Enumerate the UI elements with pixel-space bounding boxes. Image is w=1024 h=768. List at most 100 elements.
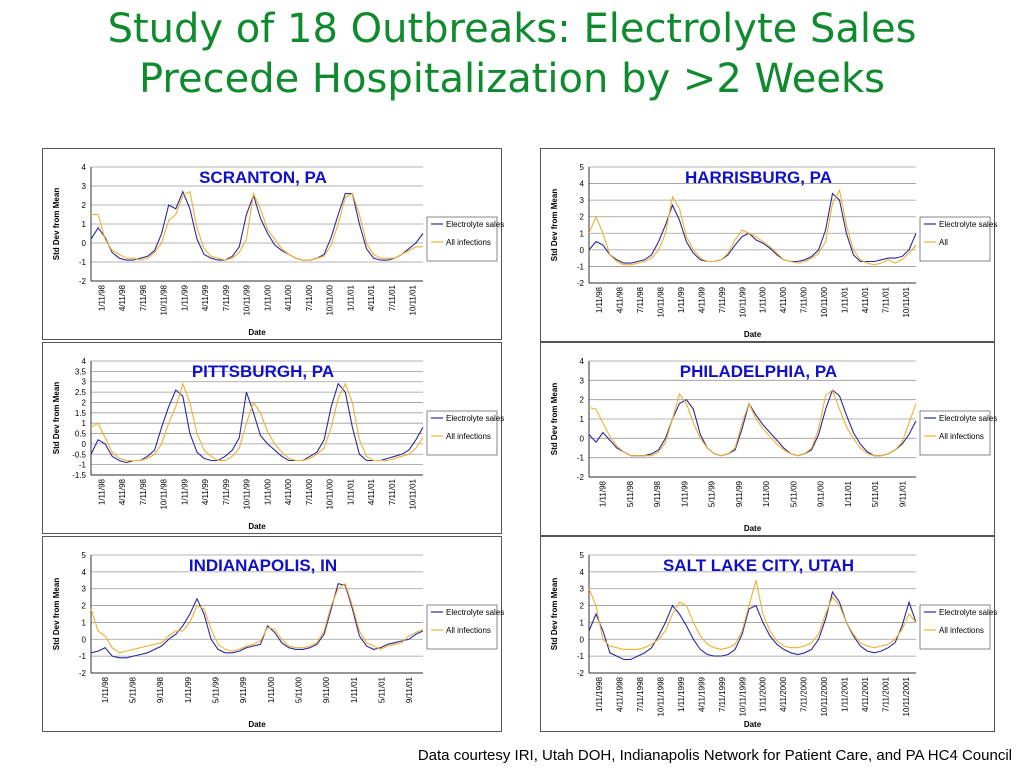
- x-tick-label: 10/11/2001: [902, 676, 911, 716]
- x-tick-label: 7/11/2001: [881, 676, 890, 712]
- y-tick-label: 0.5: [75, 430, 87, 439]
- y-tick-label: 5: [82, 551, 87, 560]
- chart-svg: -2 -1 0 1 2 3 4 1/11/98 5/11/98 9/11/98 1/11/99 5/1…: [550, 357, 997, 533]
- x-tick-label: 10/11/00: [820, 286, 829, 317]
- x-tick-label: 10/11/98: [160, 478, 169, 509]
- chart-panel-philadelphia: -2 -1 0 1 2 3 4 1/11/98 5/11/98 9/11/98 1/11/99 5/1…: [540, 342, 997, 536]
- x-tick-label: 7/11/01: [881, 286, 890, 313]
- x-tick-label: 1/11/00: [267, 676, 276, 703]
- x-tick-label: 7/11/98: [139, 478, 148, 505]
- y-tick-label: 2: [82, 398, 87, 407]
- chart-panel-pittsburgh: -1.5 -1 -0.5 0 0.5 1 1.5 2 2.5 3 3.5 4 1/11/98 4/11/9…: [42, 342, 504, 534]
- y-tick-label: 0: [580, 635, 585, 644]
- y-tick-label: 3: [82, 182, 87, 191]
- x-tick-label: 4/11/2001: [861, 676, 870, 712]
- x-tick-label: 4/11/1999: [697, 676, 706, 712]
- y-tick-label: 1.5: [75, 409, 87, 418]
- series-line-electrolyte-sales: [90, 190, 424, 261]
- x-tick-label: 1/11/98: [97, 478, 106, 505]
- y-tick-label: 2: [82, 201, 87, 210]
- x-tick-label: 4/11/00: [284, 478, 293, 505]
- x-axis-label: Date: [744, 720, 762, 729]
- x-tick-label: 9/11/99: [735, 480, 744, 507]
- series-line-all-infections: [90, 382, 424, 462]
- y-axis-label: Std Dev from Mean: [550, 578, 559, 651]
- y-tick-label: 2.5: [75, 388, 87, 397]
- x-tick-label: 7/11/99: [222, 478, 231, 505]
- x-tick-label: 1/11/98: [599, 480, 608, 507]
- x-tick-label: 7/11/99: [222, 284, 231, 311]
- legend-label: All infections: [446, 626, 491, 635]
- y-tick-label: 4: [82, 357, 87, 366]
- chart-svg: -2 -1 0 1 2 3 4 5 1/11/98 5/11/98 9/11/98 1/11/99 5/…: [52, 551, 504, 729]
- series-line-electrolyte-sales: [90, 382, 424, 464]
- y-tick-label: 4: [82, 568, 87, 577]
- legend-label: All infections: [446, 238, 491, 247]
- x-axis-label: Date: [744, 524, 762, 533]
- x-tick-label: 5/11/00: [295, 676, 304, 703]
- x-tick-label: 5/11/00: [789, 480, 798, 507]
- slide-title: Study of 18 Outbreaks: Electrolyte Sales…: [0, 4, 1024, 104]
- x-tick-label: 4/11/01: [861, 286, 870, 313]
- y-tick-label: -1: [577, 262, 585, 271]
- x-tick-label: 1/11/98: [97, 284, 106, 311]
- chart-title: HARRISBURG, PA: [685, 168, 832, 187]
- x-tick-label: 10/11/01: [902, 286, 911, 317]
- x-tick-label: 5/11/99: [708, 480, 717, 507]
- x-tick-label: 1/11/01: [346, 478, 355, 505]
- x-tick-label: 10/11/99: [738, 286, 747, 317]
- x-tick-label: 4/11/98: [118, 478, 127, 505]
- x-tick-label: 4/11/99: [697, 286, 706, 313]
- x-tick-label: 1/11/00: [762, 480, 771, 507]
- x-tick-label: 4/11/1998: [616, 676, 625, 712]
- x-tick-label: 10/11/01: [409, 284, 418, 315]
- y-tick-label: 1: [580, 229, 585, 238]
- y-tick-label: 0: [580, 434, 585, 443]
- series-line-electrolyte-sales: [588, 590, 917, 661]
- x-tick-label: 5/11/98: [129, 676, 138, 703]
- series-line-electrolyte-sales: [90, 583, 424, 659]
- y-tick-label: 3.5: [75, 367, 87, 376]
- x-tick-label: 5/11/01: [378, 676, 387, 703]
- x-tick-label: 7/11/98: [636, 286, 645, 313]
- slide-title-line-2: Precede Hospitalization by >2 Weeks: [139, 56, 885, 102]
- series-line-all-infections: [91, 190, 423, 261]
- y-tick-label: 3: [580, 376, 585, 385]
- y-tick-label: -1: [79, 652, 87, 661]
- y-tick-label: 5: [580, 551, 585, 560]
- legend-label: All: [939, 238, 948, 247]
- x-tick-label: 1/11/00: [263, 284, 272, 311]
- x-tick-label: 7/11/00: [800, 286, 809, 313]
- x-tick-label: 1/11/1999: [677, 676, 686, 712]
- x-tick-label: 1/11/99: [180, 478, 189, 505]
- x-tick-label: 7/11/01: [388, 478, 397, 505]
- y-tick-label: -1: [577, 454, 585, 463]
- y-tick-label: -2: [79, 277, 87, 286]
- x-tick-label: 9/11/00: [322, 676, 331, 703]
- y-axis-label: Std Dev from Mean: [52, 578, 61, 651]
- y-tick-label: -1: [577, 652, 585, 661]
- x-tick-label: 9/11/98: [653, 480, 662, 507]
- y-tick-label: 2: [580, 602, 585, 611]
- x-tick-label: 1/11/99: [180, 284, 189, 311]
- x-tick-label: 5/11/98: [626, 480, 635, 507]
- x-tick-label: 10/11/00: [326, 478, 335, 509]
- chart-panel-salt-lake-city: -2 -1 0 1 2 3 4 5 1/11/1998 4/11/1998 7/11/1998 10/…: [540, 536, 997, 732]
- y-tick-label: -1: [79, 461, 87, 470]
- chart-svg: -1.5-1 -0.500.5 11.5 22.53 3.54 1/11/98 4/11/9…: [52, 357, 504, 531]
- chart-svg: -2 -1 0 1 2 3 4 1/11/98 4/11/98 7/11/98 10/11/98 1/…: [52, 163, 504, 337]
- y-tick-label: 1: [82, 419, 87, 428]
- series-line-all-infections: [588, 389, 917, 457]
- legend-label: Electrolyte sales: [446, 414, 504, 423]
- x-tick-label: 1/11/99: [680, 480, 689, 507]
- y-tick-label: -0.5: [72, 450, 86, 459]
- legend-label: Electrolyte sales: [446, 608, 504, 617]
- y-tick-label: 1: [82, 618, 87, 627]
- x-tick-label: 7/11/1999: [718, 676, 727, 712]
- y-tick-label: 4: [82, 163, 87, 172]
- x-tick-label: 4/11/00: [779, 286, 788, 313]
- legend-label: Electrolyte sales: [939, 608, 997, 617]
- x-tick-label: 4/11/2000: [779, 676, 788, 712]
- x-tick-label: 10/11/2000: [820, 676, 829, 716]
- x-tick-label: 7/11/1998: [636, 676, 645, 712]
